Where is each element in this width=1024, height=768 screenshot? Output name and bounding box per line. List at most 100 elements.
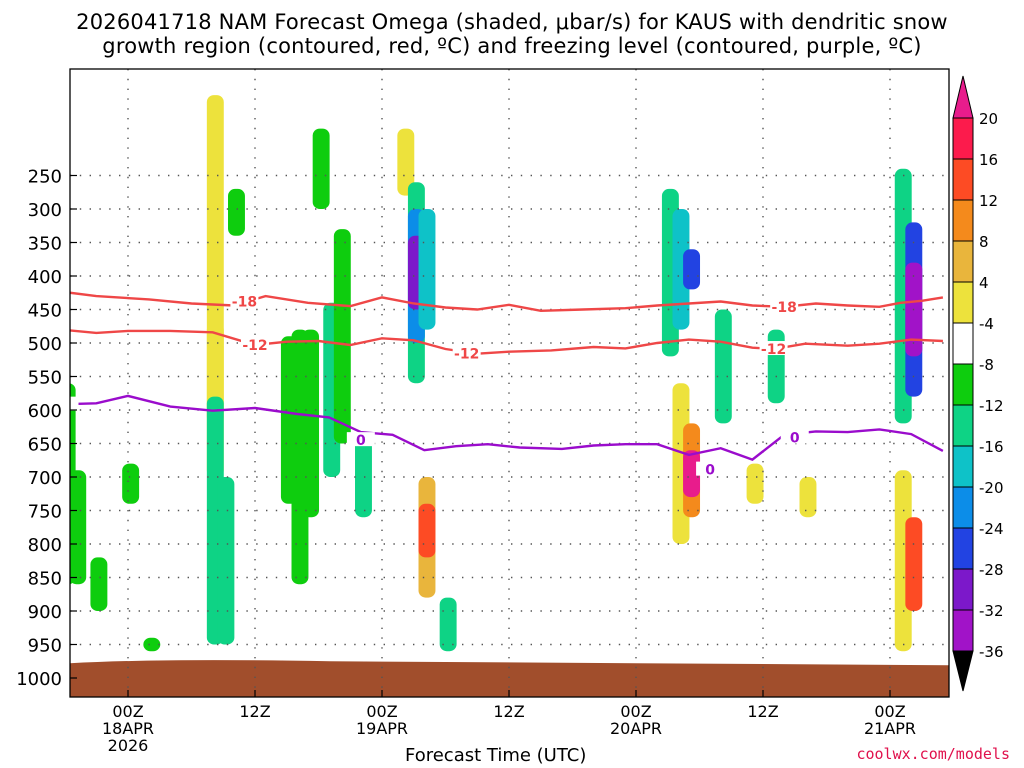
contour-label-bg <box>241 337 269 352</box>
omega-cell-34 <box>799 477 817 518</box>
colorbar-swatch <box>952 199 974 242</box>
colorbar-swatch <box>952 240 974 283</box>
x-tick-label: 00Z <box>874 702 905 721</box>
contour-label: -18 <box>772 300 797 316</box>
x-tick-label: 2026 <box>108 736 149 755</box>
contour-label: -12 <box>454 347 479 363</box>
colorbar-label: -28 <box>979 561 1004 579</box>
colorbar-label: -8 <box>979 356 994 374</box>
y-tick-label: 400 <box>28 267 62 288</box>
contour-label: 0 <box>705 463 715 479</box>
colorbar-swatch <box>952 568 974 611</box>
omega-cell-24 <box>439 597 457 652</box>
contour-label-bg <box>346 432 375 447</box>
y-tick-label: 950 <box>28 636 62 657</box>
y-tick-label: 600 <box>28 401 62 422</box>
colorbar-swatch <box>952 486 974 529</box>
omega-cell-17 <box>397 128 415 196</box>
contour-label-bg <box>452 345 481 360</box>
omega-cell-4 <box>143 637 161 652</box>
y-tick-label: 450 <box>28 301 62 322</box>
y-tick-label: 900 <box>28 602 62 623</box>
x-tick-label: 19APR <box>356 719 408 738</box>
contour-label-bg <box>780 429 809 444</box>
x-axis-title: Forecast Time (UTC) <box>405 745 587 766</box>
colorbar-swatch <box>952 117 974 160</box>
colorbar-label: -16 <box>979 438 1004 456</box>
contour-label: 0 <box>356 433 366 449</box>
colorbar-swatch <box>952 527 974 570</box>
colorbar-label: -4 <box>979 315 994 333</box>
omega-cell-15 <box>333 229 351 444</box>
colorbar-swatch <box>952 322 974 365</box>
colorbar-swatch <box>952 158 974 201</box>
colorbar-label: -12 <box>979 397 1004 415</box>
terrain-surface <box>70 660 949 697</box>
omega-cell-8 <box>217 477 235 645</box>
omega-cell-39 <box>905 517 923 611</box>
omega-cell-16 <box>355 436 372 518</box>
omega-cell-23 <box>418 503 436 558</box>
contour-label-bg <box>770 298 799 313</box>
colorbar-swatch <box>952 404 974 447</box>
colorbar-swatch <box>952 281 974 324</box>
y-tick-label: 700 <box>28 468 62 489</box>
y-tick-label: 500 <box>28 334 62 355</box>
x-tick-label: 20APR <box>610 719 662 738</box>
colorbar-swatch <box>952 363 974 406</box>
contour-label-bg <box>696 461 725 476</box>
omega-cell-1 <box>70 470 87 585</box>
y-tick-label: 650 <box>28 435 62 456</box>
contour-label-bg <box>70 396 79 411</box>
omega-cell-3 <box>122 463 140 504</box>
omega-cell-26 <box>672 209 690 330</box>
y-tick-label: 550 <box>28 368 62 389</box>
contour-label-bg <box>230 293 259 308</box>
x-tick-label: 12Z <box>239 702 270 721</box>
omega-shading <box>70 95 923 652</box>
contour-label: -12 <box>242 338 267 354</box>
colorbar-swatch <box>952 609 974 652</box>
colorbar-label: 12 <box>979 192 998 210</box>
y-tick-label: 250 <box>28 167 62 188</box>
colorbar-label: -36 <box>979 643 1004 661</box>
chart-title-line-2: growth region (contoured, red, ºC) and f… <box>102 34 922 58</box>
omega-cell-27 <box>683 249 701 290</box>
colorbar-label: 4 <box>979 274 989 292</box>
contour-1 <box>70 329 943 355</box>
colorbar-label: -32 <box>979 602 1004 620</box>
omega-cell-2 <box>90 557 108 611</box>
y-tick-label: 850 <box>28 569 62 590</box>
omega-cell-33 <box>767 329 785 404</box>
x-tick-label: 12Z <box>747 702 778 721</box>
colorbar-label: 8 <box>979 233 989 251</box>
x-tick-label: 00Z <box>366 702 397 721</box>
contour-label: -18 <box>232 294 257 310</box>
y-tick-label: 800 <box>28 535 62 556</box>
colorbar-swatch <box>952 445 974 488</box>
credit-watermark: coolwx.com/models <box>856 745 1010 763</box>
contour-label-bg <box>759 341 788 356</box>
x-tick-label: 00Z <box>112 702 143 721</box>
y-tick-label: 350 <box>28 234 62 255</box>
colorbar-arrow-top <box>952 75 974 119</box>
colorbar-label: 16 <box>979 151 998 169</box>
x-tick-label: 18APR <box>102 719 154 738</box>
contour-label: 0 <box>790 430 800 446</box>
omega-cell-21 <box>418 209 436 330</box>
y-tick-label: 750 <box>28 502 62 523</box>
contour-label: -12 <box>761 342 786 358</box>
omega-cell-30 <box>683 450 701 498</box>
x-tick-label: 00Z <box>620 702 651 721</box>
y-tick-label: 1000 <box>16 669 62 690</box>
chart-title-line-1: 2026041718 NAM Forecast Omega (shaded, μ… <box>76 10 948 34</box>
colorbar-label: -20 <box>979 479 1004 497</box>
omega-cell-12 <box>302 329 320 518</box>
x-tick-label: 21APR <box>864 719 916 738</box>
omega-cell-31 <box>714 309 732 424</box>
colorbar-label: -24 <box>979 520 1004 538</box>
omega-cell-32 <box>746 463 764 504</box>
omega-cell-13 <box>312 128 330 209</box>
omega-cell-9 <box>228 188 245 236</box>
